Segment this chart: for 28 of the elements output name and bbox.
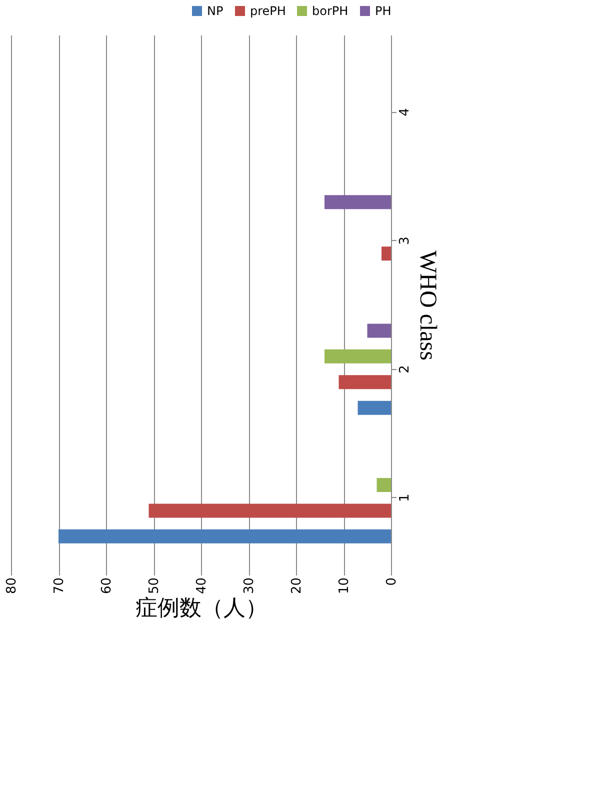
x-tick-label: 70 <box>52 578 67 594</box>
bar <box>382 246 391 261</box>
legend-label: borPH <box>312 4 348 18</box>
bar <box>376 478 391 492</box>
x-axis-title: 症例数（人） <box>136 596 268 622</box>
y-tick-label: 3 <box>398 236 412 245</box>
bar <box>324 195 391 210</box>
x-tick-label: 80 <box>4 578 20 594</box>
bar <box>148 504 391 518</box>
legend-label: prePH <box>250 4 286 18</box>
bar <box>324 349 391 364</box>
x-tick-label: 10 <box>337 578 352 594</box>
bar <box>358 400 391 415</box>
x-tick-label: 30 <box>242 578 257 594</box>
x-tick-label: 0 <box>384 578 400 586</box>
bar <box>338 375 391 390</box>
bar <box>367 324 391 338</box>
legend-label: NP <box>207 4 224 18</box>
y-tick-label: 4 <box>398 108 412 116</box>
legend-label: PH <box>375 4 392 18</box>
x-tick-label: 40 <box>194 578 210 594</box>
x-tick-label: 50 <box>147 578 162 594</box>
y-axis-title: WHO class <box>414 250 440 360</box>
bar <box>58 529 391 544</box>
y-tick-label: 2 <box>398 365 412 374</box>
x-tick-label: 20 <box>290 578 304 594</box>
x-tick-label: 60 <box>100 578 114 594</box>
y-tick-label: 1 <box>398 494 412 502</box>
